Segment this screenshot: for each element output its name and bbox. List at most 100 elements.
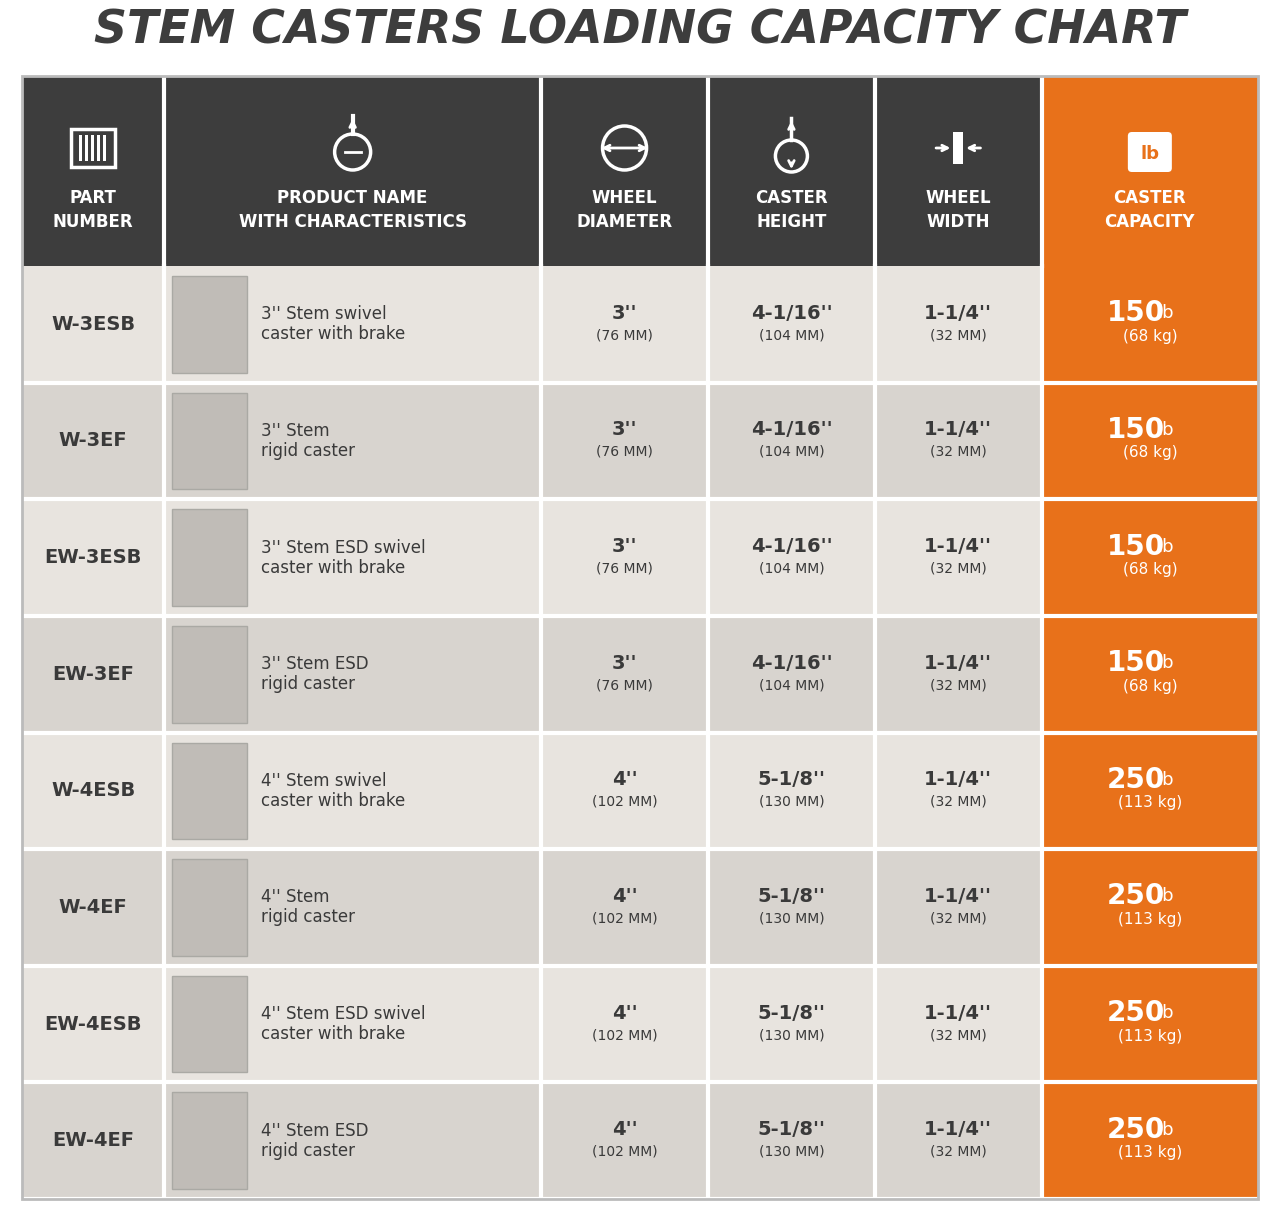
- Text: (68 kg): (68 kg): [1123, 679, 1178, 694]
- FancyBboxPatch shape: [1128, 132, 1172, 172]
- Text: WITH CHARACTERISTICS: WITH CHARACTERISTICS: [238, 212, 467, 231]
- Text: (130 MM): (130 MM): [759, 795, 824, 808]
- Bar: [172, 509, 247, 606]
- Text: 3'' Stem ESD: 3'' Stem ESD: [261, 656, 369, 673]
- Bar: [1042, 382, 1258, 499]
- Text: 1-1/4'': 1-1/4'': [924, 653, 992, 673]
- Bar: [1042, 733, 1258, 849]
- Text: rigid caster: rigid caster: [261, 675, 355, 694]
- Text: (102 MM): (102 MM): [591, 1145, 658, 1159]
- Text: lb: lb: [1157, 537, 1174, 556]
- Text: (76 MM): (76 MM): [596, 328, 653, 342]
- Bar: [172, 860, 247, 956]
- Bar: [172, 1093, 247, 1189]
- Bar: [84, 136, 88, 161]
- Text: lb: lb: [1157, 1121, 1174, 1139]
- Text: (68 kg): (68 kg): [1123, 328, 1178, 344]
- Bar: [708, 733, 874, 849]
- Text: NUMBER: NUMBER: [52, 212, 133, 231]
- Text: rigid caster: rigid caster: [261, 908, 355, 927]
- Text: W-4EF: W-4EF: [59, 897, 128, 917]
- Bar: [164, 382, 541, 499]
- Text: 250: 250: [1107, 999, 1165, 1027]
- Text: 4'' Stem ESD swivel: 4'' Stem ESD swivel: [261, 1005, 426, 1023]
- Text: WHEEL: WHEEL: [591, 189, 658, 208]
- Bar: [22, 76, 164, 266]
- Text: 3'' Stem swivel: 3'' Stem swivel: [261, 305, 387, 324]
- Text: CASTER: CASTER: [755, 189, 828, 208]
- Bar: [97, 136, 100, 161]
- Bar: [708, 266, 874, 382]
- Bar: [91, 136, 93, 161]
- Bar: [541, 1082, 708, 1199]
- Bar: [172, 976, 247, 1072]
- Bar: [708, 76, 874, 266]
- Bar: [708, 1082, 874, 1199]
- Text: 4'': 4'': [612, 886, 637, 906]
- Text: 3'' Stem: 3'' Stem: [261, 422, 330, 440]
- Text: lb: lb: [1157, 770, 1174, 789]
- Text: (102 MM): (102 MM): [591, 1028, 658, 1042]
- Text: lb: lb: [1157, 421, 1174, 438]
- Text: 1-1/4'': 1-1/4'': [924, 304, 992, 322]
- Bar: [954, 132, 964, 164]
- Text: (104 MM): (104 MM): [759, 444, 824, 459]
- Bar: [164, 266, 541, 382]
- Text: (32 MM): (32 MM): [929, 795, 987, 808]
- Text: (32 MM): (32 MM): [929, 328, 987, 342]
- Text: 4'': 4'': [612, 1004, 637, 1022]
- Bar: [874, 1082, 1042, 1199]
- Text: (76 MM): (76 MM): [596, 562, 653, 575]
- Text: W-4ESB: W-4ESB: [51, 781, 136, 800]
- Text: 1-1/4'': 1-1/4'': [924, 770, 992, 789]
- Bar: [541, 76, 708, 266]
- Text: 1-1/4'': 1-1/4'': [924, 420, 992, 440]
- Text: 4-1/16'': 4-1/16'': [750, 537, 832, 556]
- Text: lb: lb: [1157, 654, 1174, 673]
- Text: 250: 250: [1107, 766, 1165, 794]
- Bar: [164, 849, 541, 966]
- Text: (102 MM): (102 MM): [591, 795, 658, 808]
- Bar: [172, 393, 247, 490]
- Text: 250: 250: [1107, 1116, 1165, 1144]
- Text: 1-1/4'': 1-1/4'': [924, 886, 992, 906]
- Text: 5-1/8'': 5-1/8'': [758, 886, 826, 906]
- Text: 3'': 3'': [612, 304, 637, 322]
- Text: rigid caster: rigid caster: [261, 442, 355, 460]
- Text: (32 MM): (32 MM): [929, 911, 987, 926]
- Bar: [172, 276, 247, 372]
- Text: 1-1/4'': 1-1/4'': [924, 1004, 992, 1022]
- Text: 4'' Stem: 4'' Stem: [261, 889, 330, 906]
- Bar: [874, 76, 1042, 266]
- Bar: [164, 966, 541, 1082]
- Bar: [874, 499, 1042, 615]
- Bar: [708, 382, 874, 499]
- Text: DIAMETER: DIAMETER: [576, 212, 672, 231]
- Text: lb: lb: [1157, 1004, 1174, 1022]
- Text: (68 kg): (68 kg): [1123, 562, 1178, 578]
- Bar: [1042, 849, 1258, 966]
- Bar: [708, 499, 874, 615]
- Text: caster with brake: caster with brake: [261, 558, 406, 576]
- Bar: [22, 849, 164, 966]
- Text: (130 MM): (130 MM): [759, 1145, 824, 1159]
- Text: 150: 150: [1107, 299, 1165, 327]
- Text: lb: lb: [1140, 145, 1160, 162]
- Text: (113 kg): (113 kg): [1117, 795, 1181, 811]
- Bar: [172, 276, 247, 372]
- Bar: [172, 742, 247, 839]
- Text: 1-1/4'': 1-1/4'': [924, 537, 992, 556]
- Text: rigid caster: rigid caster: [261, 1142, 355, 1160]
- Text: PART: PART: [69, 189, 116, 208]
- Text: WIDTH: WIDTH: [927, 212, 989, 231]
- Bar: [22, 615, 164, 733]
- Text: (32 MM): (32 MM): [929, 678, 987, 692]
- Text: caster with brake: caster with brake: [261, 1026, 406, 1043]
- Bar: [172, 1093, 247, 1189]
- Text: (32 MM): (32 MM): [929, 1145, 987, 1159]
- Bar: [172, 509, 247, 606]
- Bar: [172, 976, 247, 1072]
- Text: (113 kg): (113 kg): [1117, 1145, 1181, 1160]
- Text: 250: 250: [1107, 883, 1165, 911]
- Text: lb: lb: [1157, 304, 1174, 322]
